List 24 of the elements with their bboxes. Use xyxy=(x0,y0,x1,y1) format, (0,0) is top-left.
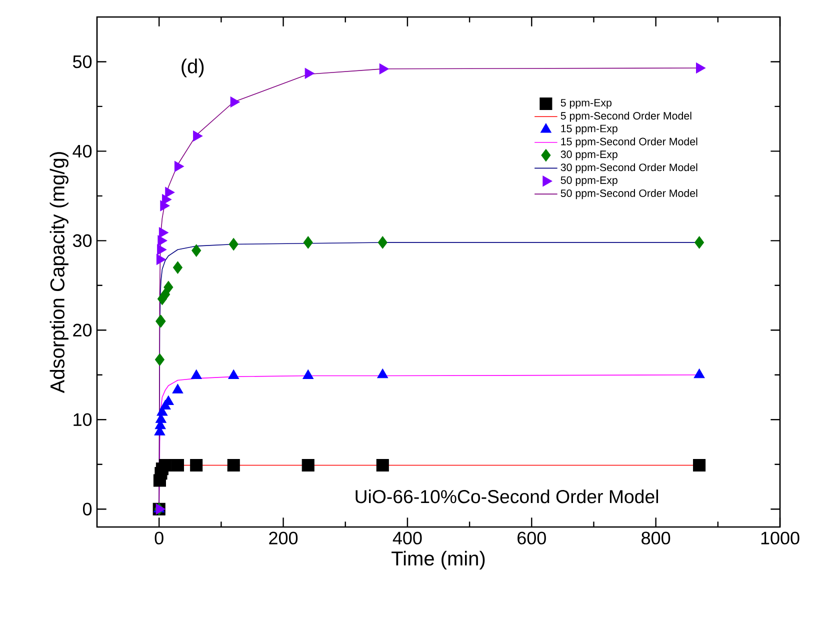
legend-label: 15 ppm-Exp xyxy=(561,124,618,134)
y-tick-label: 30 xyxy=(72,234,92,248)
legend-label: 30 ppm-Second Order Model xyxy=(560,163,698,174)
legend-label: 50 ppm-Second Order Model xyxy=(560,189,698,200)
y-axis-title: Adsorption Capacity (mg/g) xyxy=(50,152,68,394)
y-tick-label: 10 xyxy=(74,413,92,426)
y-tick-label: 50 xyxy=(72,55,92,68)
x-tick-label: 200 xyxy=(269,532,298,544)
y-tick-label: 20 xyxy=(73,324,92,337)
legend-label: 5 ppm-Second Order Model xyxy=(560,112,692,122)
annotation: (d) xyxy=(182,58,204,78)
x-tick-label: 0 xyxy=(154,532,164,544)
legend-label: 15 ppm-Second Order Model xyxy=(561,137,698,148)
y-tick-label: 40 xyxy=(72,144,92,158)
x-tick-label: 600 xyxy=(518,532,546,544)
y-tick-label: 0 xyxy=(82,502,92,516)
annotation: UiO-66-10%Co-Second Order Model xyxy=(356,490,658,504)
x-axis-title: Time (min) xyxy=(392,550,485,570)
legend-label: 50 ppm-Exp xyxy=(560,176,618,186)
legend-label: 30 ppm-Exp xyxy=(560,150,618,160)
x-tick-label: 400 xyxy=(392,532,422,544)
legend-label: 5 ppm-Exp xyxy=(560,99,612,109)
x-tick-label: 1000 xyxy=(761,532,800,544)
x-tick-label: 800 xyxy=(642,532,670,544)
